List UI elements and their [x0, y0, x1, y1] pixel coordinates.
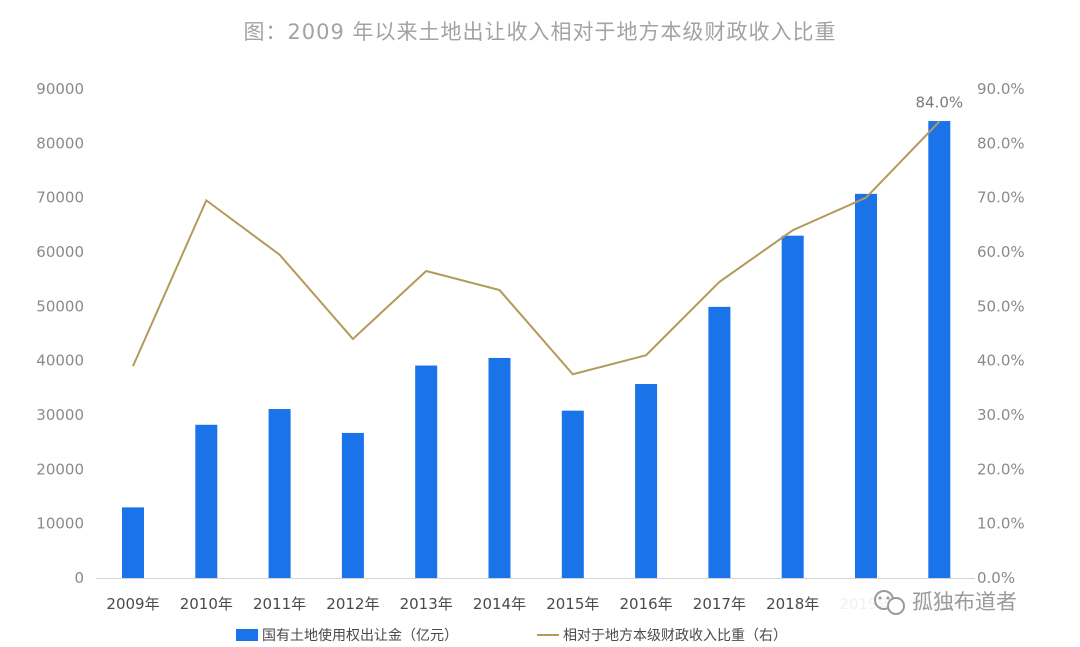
line-points — [132, 121, 940, 375]
left-axis: 0 10000 20000 30000 40000 50000 60000 70000 8000… — [36, 80, 84, 587]
y-left-tick: 30000 — [36, 406, 84, 424]
y-left-tick: 50000 — [36, 297, 84, 315]
ratio-line — [132, 120, 941, 376]
y-right-tick: 90.0% — [977, 80, 1025, 98]
bar — [561, 410, 584, 578]
x-tick: 2010年 — [180, 595, 233, 613]
wechat-icon — [874, 590, 905, 615]
y-left-tick: 90000 — [36, 80, 84, 98]
watermark-text: 孤独布道者 — [912, 590, 1017, 614]
bar — [268, 409, 291, 578]
x-tick: 2011年 — [253, 595, 306, 613]
legend-swatch-bar — [236, 629, 258, 641]
y-right-tick: 50.0% — [977, 297, 1025, 315]
bar — [855, 193, 877, 578]
y-left-tick: 40000 — [36, 352, 84, 370]
y-right-tick: 0.0% — [977, 569, 1015, 587]
legend-label-line: 相对于地方本级财政收入比重（右） — [563, 628, 787, 644]
bar — [781, 235, 804, 578]
y-left-tick: 60000 — [36, 243, 84, 261]
y-left-tick: 70000 — [36, 189, 84, 207]
legend-label-bar: 国有土地使用权出让金（亿元） — [262, 627, 458, 644]
x-tick: 2017年 — [693, 595, 746, 613]
y-right-tick: 40.0% — [977, 352, 1025, 370]
x-tick: 2014年 — [473, 595, 526, 613]
data-label-2020: 84.0% — [915, 94, 963, 112]
x-tick: 2012年 — [326, 595, 379, 613]
y-right-tick: 70.0% — [977, 189, 1025, 207]
x-tick: 2013年 — [400, 595, 453, 613]
x-tick: 2018年 — [766, 595, 819, 613]
y-right-tick: 20.0% — [977, 460, 1025, 478]
y-left-tick: 0 — [74, 569, 84, 587]
chart-title: 图：2009 年以来土地出让收入相对于地方本级财政收入比重 — [243, 20, 837, 44]
bar — [635, 384, 658, 578]
legend: 国有土地使用权出让金（亿元） 相对于地方本级财政收入比重（右） — [236, 627, 787, 644]
y-right-tick: 10.0% — [977, 515, 1025, 533]
right-axis: 0.0% 10.0% 20.0% 30.0% 40.0% 50.0% 60.0% 70.0% 8… — [977, 80, 1025, 587]
bar — [488, 357, 511, 578]
bar — [415, 365, 438, 578]
x-tick: 2009年 — [106, 595, 159, 613]
bar-series — [122, 121, 951, 578]
y-left-tick: 10000 — [36, 515, 84, 533]
y-left-tick: 80000 — [36, 134, 84, 152]
x-tick: 2016年 — [620, 595, 673, 613]
bar — [708, 306, 731, 578]
y-right-tick: 60.0% — [977, 243, 1025, 261]
bar — [928, 121, 951, 578]
bar — [195, 424, 218, 578]
y-left-tick: 20000 — [36, 460, 84, 478]
bar — [122, 507, 144, 578]
bar — [341, 432, 364, 578]
y-right-tick: 80.0% — [977, 134, 1025, 152]
y-right-tick: 30.0% — [977, 406, 1025, 424]
x-tick: 2015年 — [546, 595, 599, 613]
watermark: 孤独布道者 — [832, 584, 1070, 620]
